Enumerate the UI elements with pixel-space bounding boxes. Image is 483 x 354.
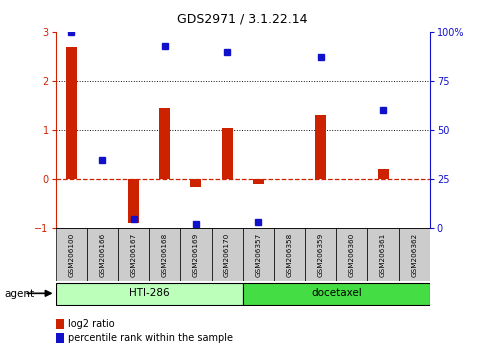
Bar [378, 170, 388, 179]
Bar [336, 228, 368, 281]
Text: GSM206168: GSM206168 [162, 233, 168, 277]
Text: log2 ratio: log2 ratio [68, 319, 114, 329]
Bar [242, 282, 430, 305]
Text: GSM206170: GSM206170 [224, 233, 230, 277]
Bar [242, 228, 274, 281]
Bar [274, 228, 305, 281]
Text: GSM206359: GSM206359 [318, 233, 324, 277]
Text: GSM206362: GSM206362 [411, 233, 417, 277]
Bar [118, 228, 149, 281]
Bar [253, 179, 264, 184]
Text: GDS2971 / 3.1.22.14: GDS2971 / 3.1.22.14 [177, 12, 308, 25]
Bar [56, 228, 87, 281]
Bar [368, 228, 398, 281]
Text: GSM206167: GSM206167 [130, 233, 137, 277]
Bar [180, 228, 212, 281]
Text: GSM206169: GSM206169 [193, 233, 199, 277]
Bar [87, 228, 118, 281]
Bar [190, 179, 201, 187]
Text: percentile rank within the sample: percentile rank within the sample [68, 333, 233, 343]
Bar [212, 228, 242, 281]
Text: GSM206361: GSM206361 [380, 233, 386, 277]
Text: GSM206358: GSM206358 [286, 233, 293, 277]
Text: HTI-286: HTI-286 [129, 288, 170, 298]
Bar [398, 228, 430, 281]
Text: GSM206360: GSM206360 [349, 233, 355, 277]
Bar [305, 228, 336, 281]
Bar [315, 115, 326, 179]
Text: GSM206166: GSM206166 [99, 233, 105, 277]
Text: GSM206100: GSM206100 [68, 233, 74, 277]
Bar [159, 108, 170, 179]
Bar [222, 128, 233, 179]
Bar [149, 228, 180, 281]
Text: docetaxel: docetaxel [311, 288, 362, 298]
Text: agent: agent [5, 289, 35, 299]
Text: GSM206357: GSM206357 [256, 233, 261, 277]
Bar [128, 179, 139, 223]
Bar [56, 282, 242, 305]
Bar [66, 47, 77, 179]
